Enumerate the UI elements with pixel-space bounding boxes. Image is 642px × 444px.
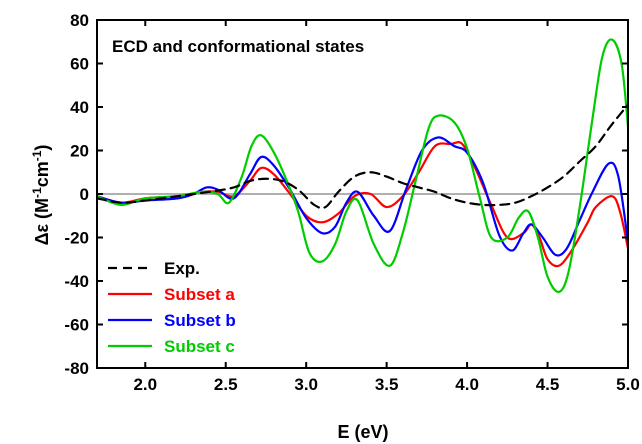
series-line-subset-c xyxy=(97,38,628,293)
y-axis-title-sup1: -1 xyxy=(30,187,44,198)
legend-label: Subset a xyxy=(164,285,235,304)
series-line-exp xyxy=(97,103,628,210)
y-axis-title-mid: cm xyxy=(32,161,52,187)
y-tick-label: 0 xyxy=(80,185,89,204)
y-tick-label: 40 xyxy=(70,98,89,117)
y-tick-label: 20 xyxy=(70,142,89,161)
x-tick-label: 4.5 xyxy=(536,375,560,394)
y-axis-title: Δε (M-1cm-1) xyxy=(30,145,52,246)
legend-label: Exp. xyxy=(164,259,200,278)
y-tick-label: 60 xyxy=(70,55,89,74)
legend: Exp. Subset a Subset b Subset c xyxy=(108,259,236,356)
y-tick-label: 80 xyxy=(70,11,89,30)
x-tick-label: 5.0 xyxy=(616,375,640,394)
x-tick-label: 4.0 xyxy=(455,375,479,394)
series-layer xyxy=(97,38,628,293)
x-tick-label: 2.0 xyxy=(133,375,157,394)
ticks-layer: 2.0 2.5 3.0 3.5 4.0 4.5 5.0 -80 -60 -40 -20 0 20 40 60… xyxy=(64,11,639,394)
legend-label: Subset b xyxy=(164,311,236,330)
y-tick-label: -80 xyxy=(64,359,89,378)
x-tick-label: 3.5 xyxy=(375,375,399,394)
y-tick-label: -20 xyxy=(64,229,89,248)
y-axis-title-prefix: Δε (M xyxy=(32,198,52,245)
x-tick-label: 2.5 xyxy=(214,375,238,394)
y-tick-label: -40 xyxy=(64,272,89,291)
y-axis-title-suffix: ) xyxy=(32,145,52,151)
legend-label: Subset c xyxy=(164,337,235,356)
y-axis-title-sup2: -1 xyxy=(30,150,44,161)
chart-title: ECD and conformational states xyxy=(112,37,364,56)
y-tick-label: -60 xyxy=(64,316,89,335)
x-axis-title: E (eV) xyxy=(337,422,388,442)
x-tick-label: 3.0 xyxy=(294,375,318,394)
